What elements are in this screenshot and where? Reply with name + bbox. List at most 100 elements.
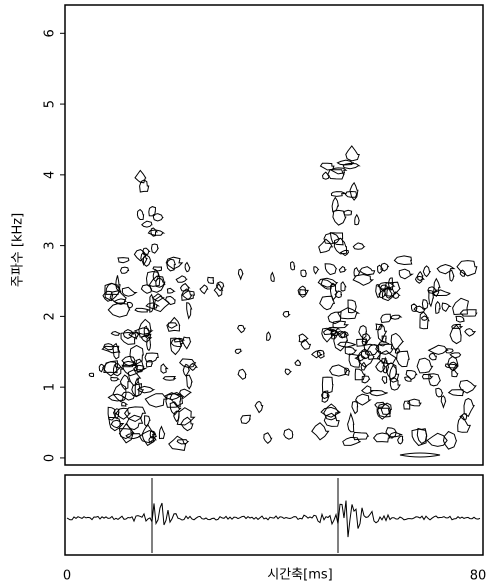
contour: [121, 286, 138, 297]
contour: [115, 275, 121, 291]
contour: [123, 406, 147, 423]
contour: [152, 266, 163, 272]
contour: [411, 428, 428, 447]
contour: [385, 427, 397, 439]
contour: [142, 254, 152, 267]
contour: [449, 269, 455, 282]
contour: [427, 344, 449, 355]
contour: [320, 279, 335, 290]
contour: [349, 181, 359, 201]
contour: [105, 282, 121, 296]
contour: [237, 268, 244, 281]
contour: [321, 390, 330, 403]
y-axis-label: 주파수 [kHz]: [11, 213, 26, 287]
contour: [120, 331, 138, 345]
contour: [393, 291, 401, 300]
contour: [165, 256, 184, 270]
contour: [263, 432, 273, 444]
contour: [458, 379, 477, 394]
contour: [138, 430, 157, 444]
contour: [327, 311, 342, 325]
contour: [441, 302, 452, 312]
contour: [138, 318, 152, 338]
contour: [290, 261, 296, 271]
contour: [464, 328, 477, 337]
contour: [148, 435, 157, 443]
contour: [416, 357, 434, 374]
contour: [343, 209, 353, 216]
contour: [166, 287, 176, 294]
contour: [329, 282, 338, 301]
contour: [451, 323, 464, 330]
contour: [377, 323, 388, 343]
contour: [179, 282, 191, 292]
contour: [119, 374, 130, 390]
contour: [136, 208, 145, 221]
contour: [240, 414, 252, 425]
contour: [215, 281, 225, 292]
contour: [284, 368, 292, 376]
contour: [361, 375, 371, 384]
contour: [380, 313, 392, 324]
contour: [363, 343, 380, 356]
contour: [354, 354, 368, 362]
contour: [173, 337, 186, 343]
contour: [378, 289, 387, 299]
y-tick-label: 1: [43, 383, 58, 391]
contour: [386, 287, 393, 299]
contour: [340, 281, 347, 292]
contour: [323, 232, 341, 245]
contour: [165, 295, 176, 306]
contour: [463, 397, 475, 418]
contour: [122, 360, 138, 368]
plot-frame: [64, 4, 484, 466]
contour: [160, 363, 169, 374]
contour: [416, 270, 424, 282]
contour: [266, 331, 272, 341]
contour: [145, 270, 161, 287]
contour: [447, 355, 459, 372]
contour: [378, 340, 390, 347]
contour: [108, 416, 125, 432]
contour: [185, 374, 193, 390]
contour: [135, 358, 145, 373]
contour: [427, 286, 439, 294]
waveform-frame: [64, 474, 484, 556]
contour: [449, 324, 462, 345]
contour: [404, 376, 413, 382]
contour: [380, 284, 391, 292]
contour: [118, 428, 135, 440]
contour: [356, 338, 368, 347]
contour: [385, 362, 398, 380]
contour: [112, 342, 121, 360]
contour: [125, 433, 142, 440]
contour: [338, 265, 347, 273]
contour: [103, 343, 115, 351]
contour: [137, 385, 156, 394]
contour: [342, 162, 361, 170]
contour: [333, 237, 348, 255]
contour: [361, 385, 375, 395]
contour: [155, 277, 166, 288]
contour: [442, 430, 458, 450]
contour: [139, 179, 150, 193]
waveform: [66, 500, 481, 538]
contour: [389, 431, 403, 438]
x-tick-label: 80: [470, 569, 487, 584]
contour: [339, 330, 349, 338]
contour: [143, 325, 150, 339]
contour: [119, 266, 130, 274]
contour: [359, 266, 376, 276]
contour: [207, 276, 214, 284]
contour: [333, 330, 349, 352]
contour: [330, 167, 348, 175]
contour: [147, 229, 166, 236]
contour: [313, 266, 320, 275]
contour: [318, 238, 334, 254]
contour: [342, 436, 361, 446]
contour: [166, 316, 181, 332]
contour: [358, 325, 368, 340]
contour: [377, 403, 392, 418]
contour: [320, 406, 341, 418]
contour: [311, 350, 323, 359]
